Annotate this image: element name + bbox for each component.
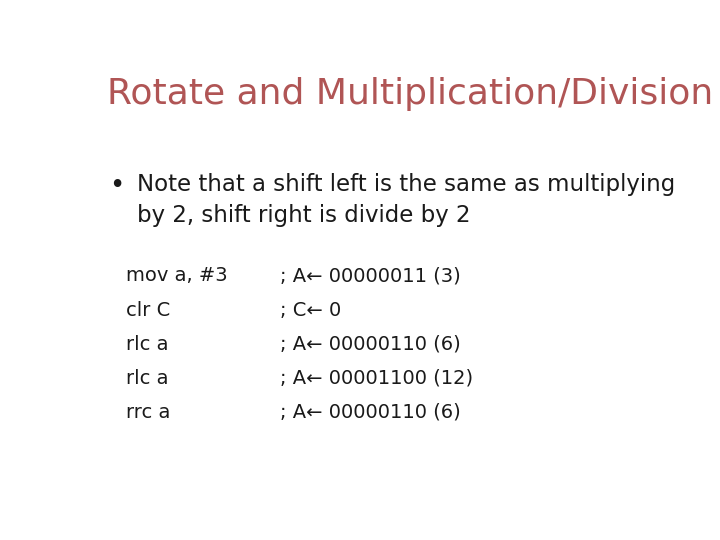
Text: rrc a: rrc a [126,403,171,422]
Text: ; A← 00000110 (6): ; A← 00000110 (6) [280,403,461,422]
Text: ; C← 0: ; C← 0 [280,301,341,320]
Text: rlc a: rlc a [126,369,168,388]
Text: mov a, #3: mov a, #3 [126,266,228,286]
Text: by 2, shift right is divide by 2: by 2, shift right is divide by 2 [138,204,471,227]
Text: Rotate and Multiplication/Division: Rotate and Multiplication/Division [107,77,713,111]
Text: ; A← 00000110 (6): ; A← 00000110 (6) [280,335,461,354]
Text: ; A← 00000011 (3): ; A← 00000011 (3) [280,266,461,286]
Text: ; A← 00001100 (12): ; A← 00001100 (12) [280,369,473,388]
Text: •: • [109,173,125,199]
Text: rlc a: rlc a [126,335,168,354]
Text: Note that a shift left is the same as multiplying: Note that a shift left is the same as mu… [138,173,675,196]
Text: clr C: clr C [126,301,171,320]
